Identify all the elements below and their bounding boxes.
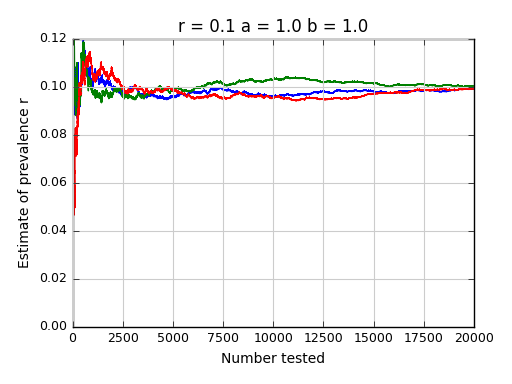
X-axis label: Number tested: Number tested — [221, 352, 325, 366]
Y-axis label: Estimate of prevalence r: Estimate of prevalence r — [18, 98, 32, 268]
Title: r = 0.1 a = 1.0 b = 1.0: r = 0.1 a = 1.0 b = 1.0 — [178, 18, 369, 36]
